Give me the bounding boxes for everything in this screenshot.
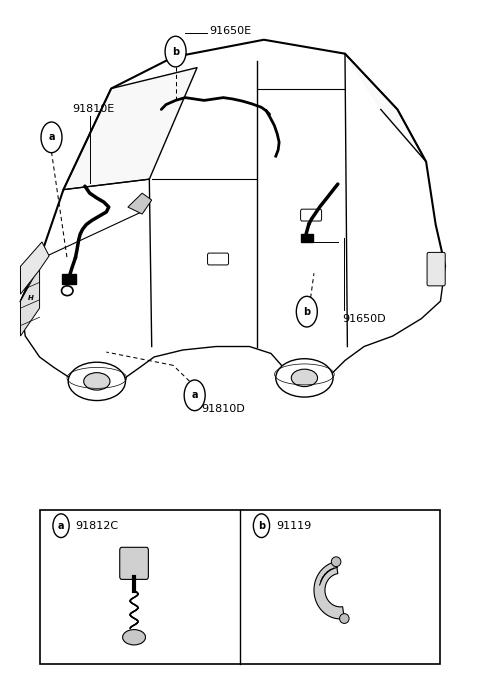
Polygon shape (314, 561, 344, 619)
Text: 91812C: 91812C (75, 521, 119, 531)
Circle shape (253, 514, 270, 538)
Polygon shape (63, 68, 197, 190)
Bar (301, 234, 312, 242)
Text: b: b (258, 521, 265, 531)
FancyBboxPatch shape (207, 253, 228, 265)
Polygon shape (21, 242, 49, 294)
Text: 91650E: 91650E (209, 26, 251, 36)
Ellipse shape (84, 372, 110, 390)
Ellipse shape (291, 369, 318, 386)
Circle shape (184, 380, 205, 411)
Polygon shape (345, 54, 426, 162)
Text: a: a (58, 521, 64, 531)
Text: H: H (28, 295, 34, 301)
Text: b: b (172, 47, 179, 57)
Text: 91810D: 91810D (201, 405, 245, 414)
Text: a: a (48, 132, 55, 142)
Ellipse shape (339, 614, 349, 624)
Circle shape (41, 122, 62, 153)
Ellipse shape (61, 286, 73, 295)
Text: 91810E: 91810E (72, 104, 114, 115)
Polygon shape (128, 193, 152, 214)
Text: 91119: 91119 (276, 521, 311, 531)
Text: b: b (303, 307, 311, 316)
Ellipse shape (122, 629, 145, 645)
Circle shape (296, 296, 317, 327)
FancyBboxPatch shape (427, 253, 445, 286)
Text: 91650D: 91650D (343, 314, 386, 323)
Bar (62, 274, 76, 284)
Circle shape (165, 36, 186, 67)
Circle shape (53, 514, 69, 538)
Polygon shape (21, 266, 39, 336)
Bar (39, 510, 441, 664)
Text: a: a (192, 391, 198, 400)
Ellipse shape (276, 358, 333, 397)
FancyBboxPatch shape (120, 547, 148, 580)
Ellipse shape (68, 362, 125, 400)
FancyBboxPatch shape (300, 209, 322, 221)
Ellipse shape (331, 556, 341, 566)
